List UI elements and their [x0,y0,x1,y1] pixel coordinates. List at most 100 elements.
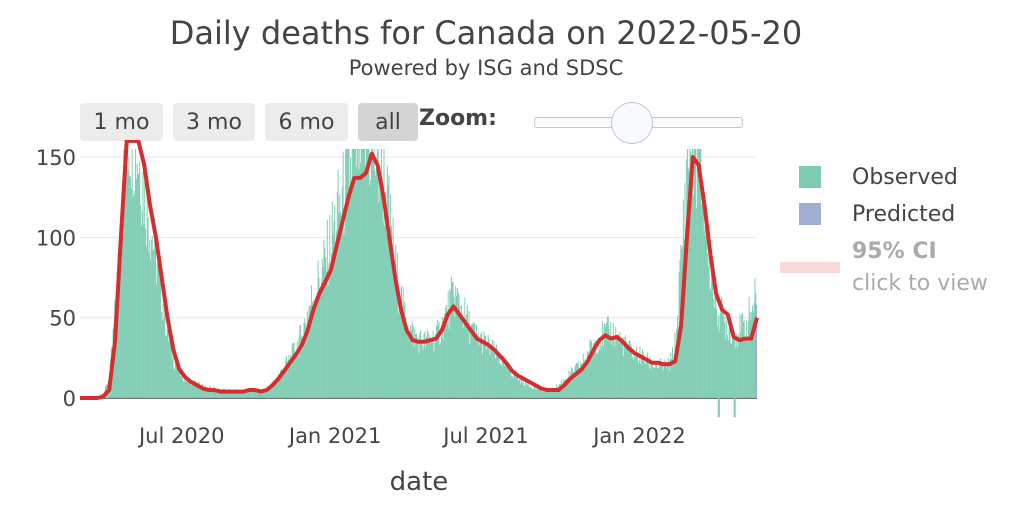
observed-bar [130,176,132,398]
observed-bar [478,345,480,398]
observed-bar [304,318,306,398]
predicted-series[interactable] [755,304,757,398]
observed-bar [485,335,487,398]
range-6mo-button[interactable]: 6 mo [265,103,348,141]
observed-bar [163,319,165,398]
range-all-button[interactable]: all [358,103,418,141]
observed-bar [591,341,593,398]
chart-title: Daily deaths for Canada on 2022-05-20 [169,14,803,52]
observed-bar [495,358,497,398]
observed-bar [531,387,533,398]
range-1mo-button[interactable]: 1 mo [80,103,163,141]
observed-bar [436,326,438,398]
observed-bar [391,257,393,398]
observed-bar [598,338,600,398]
observed-bar [369,184,371,398]
legend-item-observed[interactable]: Observed [780,162,958,192]
observed-bar [299,325,301,398]
observed-bar [637,362,639,398]
observed-bar [624,346,626,398]
observed-bar [440,342,442,398]
observed-bar [190,385,192,398]
observed-bar [581,364,583,398]
observed-bar [737,334,739,398]
observed-bar [161,320,163,398]
observed-bar [534,386,536,398]
observed-bar [269,386,271,398]
observed-bar [302,338,304,398]
observed-bar [474,324,476,398]
observed-bar [160,311,162,398]
observed-bar [149,239,151,398]
observed-bar [265,390,267,398]
x-tick-label: Jul 2021 [441,424,528,448]
observed-bar [526,384,528,398]
observed-bar [310,305,312,398]
observed-bar [308,306,310,398]
observed-bar [236,390,238,398]
observed-bar [500,363,502,398]
observed-bar [396,252,398,398]
observed-bar [716,325,718,398]
observed-bar [129,175,131,398]
observed-bar [400,316,402,398]
zoom-slider-knob[interactable] [611,102,653,144]
observed-bar [138,172,140,398]
observed-bar [388,175,390,398]
bar-series[interactable] [98,148,757,398]
observed-bar [141,211,143,398]
observed-bar [527,383,529,398]
observed-bar [423,334,425,398]
observed-bar [260,392,262,398]
observed-bar [400,286,402,398]
range-3mo-button[interactable]: 3 mo [173,103,255,141]
observed-bar [532,389,534,398]
observed-bar [506,366,508,398]
observed-bar [522,378,524,398]
observed-bar [360,148,362,398]
observed-bar [566,381,568,398]
observed-bar [536,389,538,398]
observed-bar [569,376,571,398]
observed-bar [600,341,602,398]
observed-bar [546,388,548,398]
observed-bar [251,390,253,398]
observed-bar [649,356,651,398]
observed-bar [370,148,372,398]
observed-bar [293,342,295,398]
observed-bar [743,319,745,398]
predicted-bar [755,304,757,398]
observed-bar [185,381,187,398]
observed-bar [554,389,556,398]
observed-bar [622,355,624,398]
observed-bar [411,322,413,398]
observed-bar [117,252,119,398]
observed-bar [434,342,436,398]
observed-bar [390,225,392,398]
observed-bar [135,148,137,398]
observed-bar [705,235,707,398]
observed-bar [160,263,162,398]
observed-bar [594,340,596,398]
observed-bar [704,225,706,398]
observed-bar [227,390,229,398]
trend-line[interactable] [80,140,759,400]
observed-bar [205,390,207,398]
observed-bar [168,342,170,398]
observed-bar [130,188,132,398]
observed-bar [641,357,643,398]
observed-bar [523,385,525,398]
observed-bar [334,205,336,398]
legend-item-predicted[interactable]: Predicted [780,199,955,229]
observed-bar [261,389,263,398]
observed-bar [460,318,462,398]
legend-item-ci[interactable]: 95% CI click to view [780,236,988,300]
observed-bar [195,380,197,398]
observed-bar [392,217,394,398]
observed-bar [469,344,471,398]
observed-bar [458,294,460,398]
observed-bar [570,371,572,398]
observed-bar [238,389,240,398]
observed-bar [724,316,726,398]
observed-bar [217,389,219,398]
